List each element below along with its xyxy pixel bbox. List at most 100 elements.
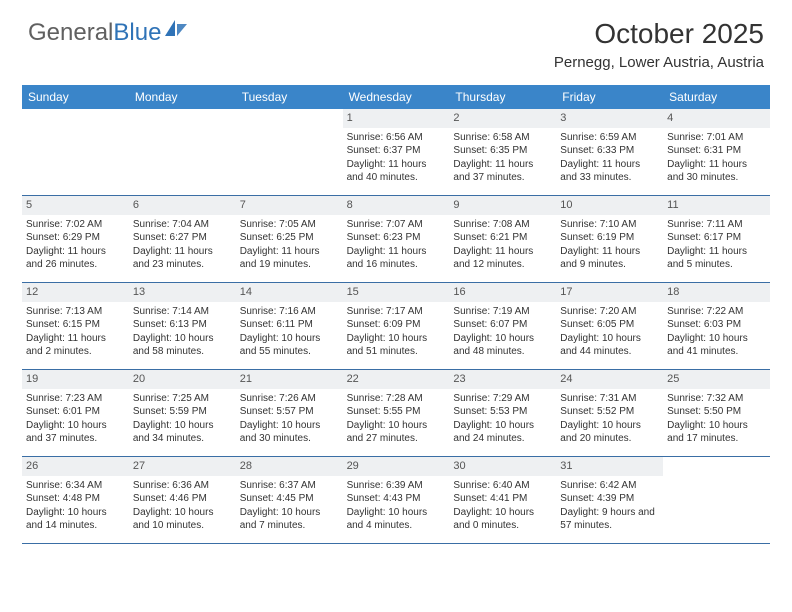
sunset-text: Sunset: 6:23 PM xyxy=(347,231,446,245)
daylight-text: Daylight: 10 hours and 10 minutes. xyxy=(133,506,232,533)
sunset-text: Sunset: 5:57 PM xyxy=(240,405,339,419)
day-cell: 23Sunrise: 7:29 AMSunset: 5:53 PMDayligh… xyxy=(449,370,556,456)
sunset-text: Sunset: 5:59 PM xyxy=(133,405,232,419)
daylight-text: Daylight: 11 hours and 5 minutes. xyxy=(667,245,766,272)
date-number: 11 xyxy=(663,196,770,215)
sunset-text: Sunset: 5:52 PM xyxy=(560,405,659,419)
sunrise-text: Sunrise: 6:36 AM xyxy=(133,479,232,493)
daylight-text: Daylight: 10 hours and 34 minutes. xyxy=(133,419,232,446)
sunset-text: Sunset: 6:07 PM xyxy=(453,318,552,332)
daylight-text: Daylight: 10 hours and 20 minutes. xyxy=(560,419,659,446)
daylight-text: Daylight: 10 hours and 44 minutes. xyxy=(560,332,659,359)
date-number: 14 xyxy=(236,283,343,302)
daylight-text: Daylight: 11 hours and 12 minutes. xyxy=(453,245,552,272)
day-cell: 18Sunrise: 7:22 AMSunset: 6:03 PMDayligh… xyxy=(663,283,770,369)
sunrise-text: Sunrise: 7:19 AM xyxy=(453,305,552,319)
sunset-text: Sunset: 6:11 PM xyxy=(240,318,339,332)
daylight-text: Daylight: 10 hours and 37 minutes. xyxy=(26,419,125,446)
week-row: 5Sunrise: 7:02 AMSunset: 6:29 PMDaylight… xyxy=(22,196,770,283)
logo-text-blue: Blue xyxy=(113,19,161,47)
day-header-cell: Sunday xyxy=(22,85,129,109)
sunset-text: Sunset: 6:09 PM xyxy=(347,318,446,332)
date-number: 7 xyxy=(236,196,343,215)
sunset-text: Sunset: 6:27 PM xyxy=(133,231,232,245)
day-header-cell: Monday xyxy=(129,85,236,109)
daylight-text: Daylight: 11 hours and 33 minutes. xyxy=(560,158,659,185)
daylight-text: Daylight: 10 hours and 30 minutes. xyxy=(240,419,339,446)
sunset-text: Sunset: 6:31 PM xyxy=(667,144,766,158)
sunset-text: Sunset: 6:33 PM xyxy=(560,144,659,158)
sunset-text: Sunset: 6:35 PM xyxy=(453,144,552,158)
day-header-row: SundayMondayTuesdayWednesdayThursdayFrid… xyxy=(22,85,770,109)
day-cell: 11 Sunrise: 7:11 AMSunset: 6:17 PMDayligh… xyxy=(663,196,770,282)
day-cell: 19Sunrise: 7:23 AMSunset: 6:01 PMDayligh… xyxy=(22,370,129,456)
date-number: 9 xyxy=(449,196,556,215)
sunrise-text: Sunrise: 7:25 AM xyxy=(133,392,232,406)
daylight-text: Daylight: 10 hours and 58 minutes. xyxy=(133,332,232,359)
sunset-text: Sunset: 6:17 PM xyxy=(667,231,766,245)
sunset-text: Sunset: 4:43 PM xyxy=(347,492,446,506)
day-cell: 30Sunrise: 6:40 AMSunset: 4:41 PMDayligh… xyxy=(449,457,556,543)
date-number: 8 xyxy=(343,196,450,215)
daylight-text: Daylight: 11 hours and 23 minutes. xyxy=(133,245,232,272)
sunset-text: Sunset: 4:39 PM xyxy=(560,492,659,506)
date-number: 19 xyxy=(22,370,129,389)
day-cell: 4Sunrise: 7:01 AMSunset: 6:31 PMDaylight… xyxy=(663,109,770,195)
sunrise-text: Sunrise: 7:17 AM xyxy=(347,305,446,319)
sunrise-text: Sunrise: 7:01 AM xyxy=(667,131,766,145)
sunrise-text: Sunrise: 6:58 AM xyxy=(453,131,552,145)
day-cell: 26Sunrise: 6:34 AMSunset: 4:48 PMDayligh… xyxy=(22,457,129,543)
sunrise-text: Sunrise: 6:39 AM xyxy=(347,479,446,493)
day-header-cell: Saturday xyxy=(663,85,770,109)
sunrise-text: Sunrise: 7:08 AM xyxy=(453,218,552,232)
date-number: 5 xyxy=(22,196,129,215)
day-cell: 21Sunrise: 7:26 AMSunset: 5:57 PMDayligh… xyxy=(236,370,343,456)
daylight-text: Daylight: 11 hours and 40 minutes. xyxy=(347,158,446,185)
sunset-text: Sunset: 6:13 PM xyxy=(133,318,232,332)
sunset-text: Sunset: 6:03 PM xyxy=(667,318,766,332)
day-cell: 6Sunrise: 7:04 AMSunset: 6:27 PMDaylight… xyxy=(129,196,236,282)
day-cell: 9Sunrise: 7:08 AMSunset: 6:21 PMDaylight… xyxy=(449,196,556,282)
date-number: 24 xyxy=(556,370,663,389)
sunset-text: Sunset: 5:50 PM xyxy=(667,405,766,419)
title-block: October 2025 Pernegg, Lower Austria, Aus… xyxy=(554,18,764,71)
sunrise-text: Sunrise: 7:11 AM xyxy=(667,218,766,232)
date-number: 22 xyxy=(343,370,450,389)
day-cell xyxy=(129,109,236,195)
day-cell: 17Sunrise: 7:20 AMSunset: 6:05 PMDayligh… xyxy=(556,283,663,369)
day-cell: 29Sunrise: 6:39 AMSunset: 4:43 PMDayligh… xyxy=(343,457,450,543)
date-number: 30 xyxy=(449,457,556,476)
logo-text-gray: General xyxy=(28,19,113,47)
sunrise-text: Sunrise: 7:28 AM xyxy=(347,392,446,406)
daylight-text: Daylight: 10 hours and 48 minutes. xyxy=(453,332,552,359)
sunrise-text: Sunrise: 7:29 AM xyxy=(453,392,552,406)
daylight-text: Daylight: 11 hours and 30 minutes. xyxy=(667,158,766,185)
day-cell: 2Sunrise: 6:58 AMSunset: 6:35 PMDaylight… xyxy=(449,109,556,195)
date-number: 10 xyxy=(556,196,663,215)
date-number: 31 xyxy=(556,457,663,476)
date-number: 2 xyxy=(449,109,556,128)
day-cell: 28Sunrise: 6:37 AMSunset: 4:45 PMDayligh… xyxy=(236,457,343,543)
sunrise-text: Sunrise: 6:59 AM xyxy=(560,131,659,145)
day-cell: 5Sunrise: 7:02 AMSunset: 6:29 PMDaylight… xyxy=(22,196,129,282)
day-cell: 24Sunrise: 7:31 AMSunset: 5:52 PMDayligh… xyxy=(556,370,663,456)
sunset-text: Sunset: 5:53 PM xyxy=(453,405,552,419)
date-number: 21 xyxy=(236,370,343,389)
sail-icon xyxy=(163,18,189,47)
daylight-text: Daylight: 11 hours and 9 minutes. xyxy=(560,245,659,272)
sunrise-text: Sunrise: 6:40 AM xyxy=(453,479,552,493)
sunset-text: Sunset: 6:15 PM xyxy=(26,318,125,332)
date-number: 29 xyxy=(343,457,450,476)
week-row: 19Sunrise: 7:23 AMSunset: 6:01 PMDayligh… xyxy=(22,370,770,457)
day-cell: 25Sunrise: 7:32 AMSunset: 5:50 PMDayligh… xyxy=(663,370,770,456)
date-number: 20 xyxy=(129,370,236,389)
daylight-text: Daylight: 11 hours and 16 minutes. xyxy=(347,245,446,272)
date-number: 13 xyxy=(129,283,236,302)
day-header-cell: Thursday xyxy=(449,85,556,109)
header: GeneralBlue October 2025 Pernegg, Lower … xyxy=(0,0,792,79)
location: Pernegg, Lower Austria, Austria xyxy=(554,54,764,71)
sunset-text: Sunset: 4:45 PM xyxy=(240,492,339,506)
date-number: 18 xyxy=(663,283,770,302)
day-cell: 31Sunrise: 6:42 AMSunset: 4:39 PMDayligh… xyxy=(556,457,663,543)
date-number: 3 xyxy=(556,109,663,128)
